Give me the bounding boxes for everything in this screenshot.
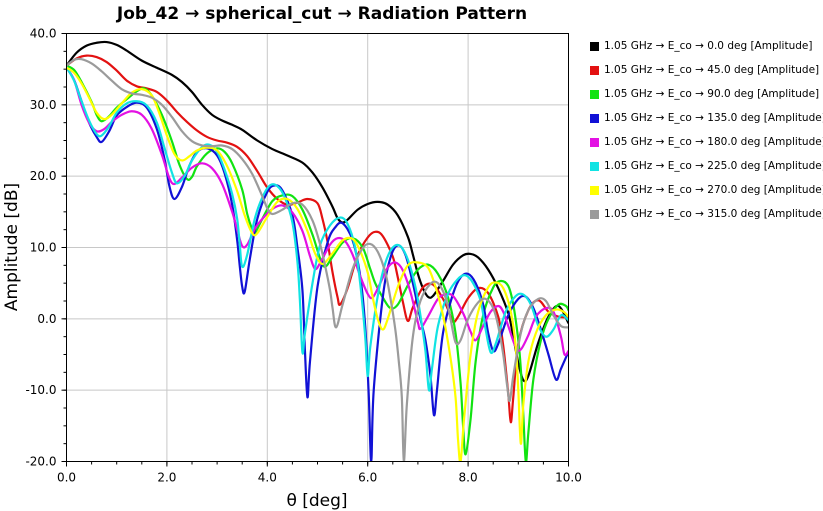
y-tick-label: 0.0	[37, 312, 56, 326]
plot-area	[66, 40, 569, 462]
legend-swatch	[590, 209, 599, 219]
legend-item: 1.05 GHz → E_co → 45.0 deg [Amplitude]	[590, 58, 823, 82]
legend-item: 1.05 GHz → E_co → 135.0 deg [Amplitude]	[590, 106, 823, 130]
y-tick-label: 40.0	[30, 27, 57, 41]
legend-item: 1.05 GHz → E_co → 180.0 deg [Amplitude]	[590, 130, 823, 154]
legend-label: 1.05 GHz → E_co → 180.0 deg [Amplitude]	[604, 136, 823, 148]
legend-item: 1.05 GHz → E_co → 315.0 deg [Amplitude]	[590, 202, 823, 226]
y-tick-label: 10.0	[30, 241, 57, 255]
y-axis-label: Amplitude [dB]	[2, 183, 22, 311]
legend-label: 1.05 GHz → E_co → 45.0 deg [Amplitude]	[604, 64, 820, 76]
y-tick-label: 30.0	[30, 98, 57, 112]
legend-label: 1.05 GHz → E_co → 0.0 deg [Amplitude]	[604, 40, 813, 52]
legend-swatch	[590, 89, 599, 99]
legend: 1.05 GHz → E_co → 0.0 deg [Amplitude] 1.0…	[590, 34, 823, 226]
legend-item: 1.05 GHz → E_co → 0.0 deg [Amplitude]	[590, 34, 823, 58]
series-line-2	[66, 64, 569, 462]
legend-item: 1.05 GHz → E_co → 90.0 deg [Amplitude]	[590, 82, 823, 106]
legend-swatch	[590, 185, 599, 195]
legend-item: 1.05 GHz → E_co → 225.0 deg [Amplitude]	[590, 154, 823, 178]
plot-frame	[66, 33, 569, 462]
legend-label: 1.05 GHz → E_co → 225.0 deg [Amplitude]	[604, 160, 823, 172]
x-axis-label: θ [deg]	[286, 491, 347, 511]
series-line-7	[66, 57, 569, 462]
y-tick-label: -20.0	[25, 455, 56, 469]
series-line-6	[66, 66, 569, 462]
x-tick-label: 0.0	[57, 471, 76, 485]
legend-swatch	[590, 137, 599, 147]
legend-swatch	[590, 113, 599, 123]
x-tick-label: 6.0	[358, 471, 377, 485]
series-line-0	[66, 40, 569, 383]
x-tick-label: 4.0	[258, 471, 277, 485]
series-line-4	[66, 65, 569, 357]
x-tick-label: 8.0	[459, 471, 478, 485]
series-line-1	[66, 54, 569, 424]
chart-title: Job_42 → spherical_cut → Radiation Patte…	[116, 4, 527, 24]
series-line-3	[66, 66, 569, 462]
x-tick-label: 10.0	[555, 471, 582, 485]
legend-label: 1.05 GHz → E_co → 315.0 deg [Amplitude]	[604, 208, 823, 220]
y-tick-label: 20.0	[30, 169, 57, 183]
legend-swatch	[590, 41, 599, 51]
legend-label: 1.05 GHz → E_co → 135.0 deg [Amplitude]	[604, 112, 823, 124]
legend-label: 1.05 GHz → E_co → 90.0 deg [Amplitude]	[604, 88, 820, 100]
y-tick-label: -10.0	[25, 383, 56, 397]
legend-swatch	[590, 65, 599, 75]
legend-item: 1.05 GHz → E_co → 270.0 deg [Amplitude]	[590, 178, 823, 202]
axes: 0.0 2.0 4.0 6.0 8.0 10.0 -20.0 -10.0 0.0 10.0 20.0…	[25, 27, 581, 485]
legend-swatch	[590, 161, 599, 171]
legend-label: 1.05 GHz → E_co → 270.0 deg [Amplitude]	[604, 184, 823, 196]
x-tick-label: 2.0	[157, 471, 176, 485]
